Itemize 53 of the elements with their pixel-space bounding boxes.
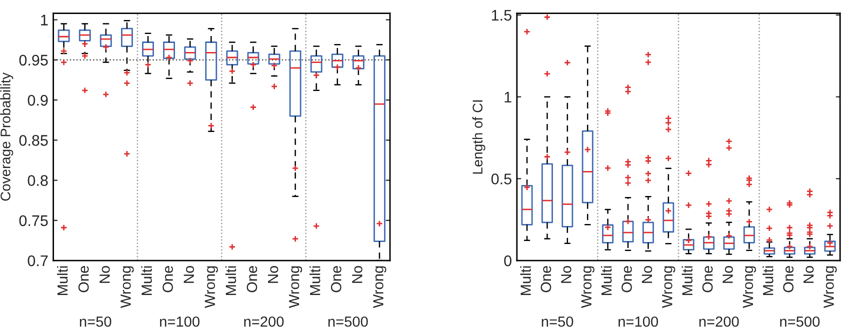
x-tick-label: Multi [762, 266, 774, 295]
text: n=200 [244, 316, 284, 327]
text: n=200 [699, 316, 739, 327]
x-tick-label: No [268, 266, 278, 283]
text: n=500 [780, 316, 820, 327]
x-tick-label: Wrong [742, 266, 756, 308]
y-tick-label: 1.5 [492, 10, 512, 21]
x-tick-label: Wrong [120, 266, 134, 308]
x-tick-label: No [561, 266, 572, 283]
x-tick-label: No [642, 266, 652, 283]
y-tick-label: 1 [41, 14, 48, 26]
text: n=500 [328, 316, 368, 327]
x-tick-label: One [540, 266, 552, 292]
x-tick-label: Multi [520, 266, 531, 295]
y-tick-label: 0.8 [28, 175, 48, 186]
x-tick-label: Multi [601, 266, 612, 295]
x-tick-label: Wrong [204, 266, 218, 308]
x-tick-label: One [78, 266, 89, 292]
x-tick-label: Wrong [662, 266, 676, 308]
x-tick-label: No [100, 266, 110, 283]
y-tick-label: 0.85 [19, 135, 48, 146]
y-axis-title: Coverage Probability [0, 72, 14, 201]
x-tick-label: Wrong [373, 266, 386, 308]
x-tick-label: Multi [225, 266, 236, 295]
x-tick-label: One [783, 266, 794, 292]
x-tick-label: One [330, 266, 342, 292]
y-tick-label: 0.9 [28, 94, 48, 106]
y-tick-label: 0.75 [19, 215, 48, 226]
x-tick-label: No [722, 266, 733, 283]
y-tick-label: 0.7 [28, 255, 48, 266]
y-tick-label: 1 [504, 92, 512, 102]
text: n=50 [80, 316, 112, 327]
x-tick-label: Wrong [824, 266, 837, 308]
x-tick-label: One [622, 266, 632, 292]
x-tick-label: Multi [310, 266, 320, 295]
x-tick-label: Multi [57, 266, 68, 295]
x-tick-label: One [162, 266, 173, 292]
x-tick-label: Wrong [581, 266, 594, 308]
y-tick-label: 0.95 [19, 54, 48, 66]
x-tick-label: One [246, 266, 258, 292]
x-tick-label: Multi [682, 266, 693, 295]
x-tick-label: No [804, 266, 814, 283]
x-tick-label: No [184, 266, 194, 283]
y-tick-label: 0 [504, 255, 512, 266]
text: n=50 [542, 316, 574, 327]
x-tick-label: No [352, 266, 362, 283]
text: n=100 [160, 316, 200, 327]
x-tick-label: One [702, 266, 713, 292]
x-tick-label: Wrong [289, 266, 302, 308]
x-tick-label: Multi [141, 266, 152, 295]
y-axis-title: Length of CI [472, 100, 486, 174]
y-tick-label: 0.5 [491, 174, 512, 184]
text: n=100 [618, 316, 658, 327]
